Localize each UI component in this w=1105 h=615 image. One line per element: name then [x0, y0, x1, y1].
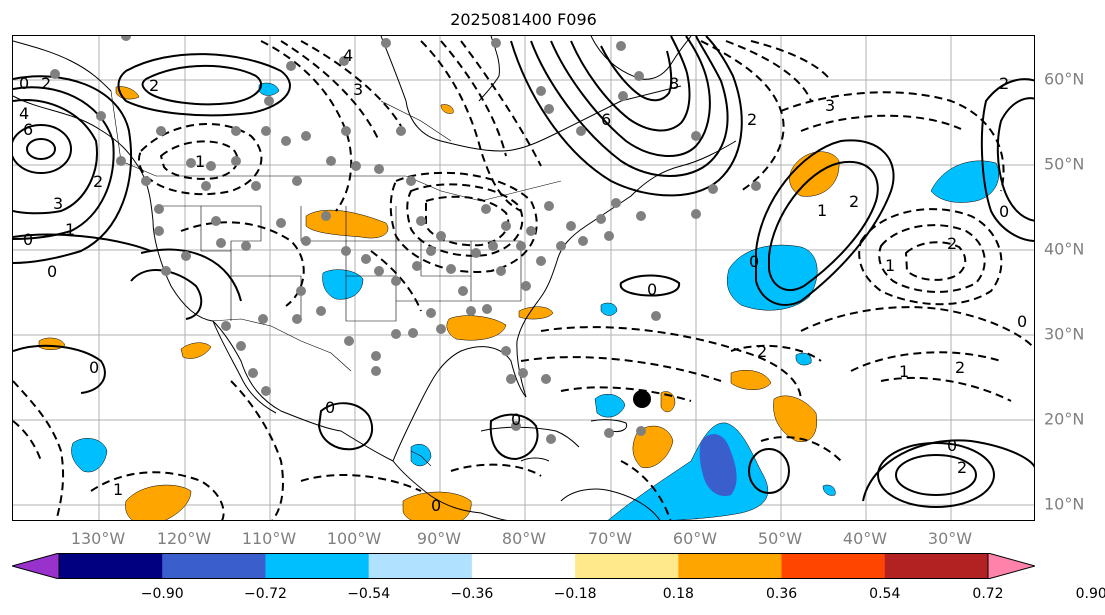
lon-label: 70°W	[587, 529, 633, 548]
lon-label: 90°W	[416, 529, 462, 548]
coastlines	[13, 36, 737, 520]
contour-label: 2	[149, 76, 159, 95]
contour-label: 0	[999, 202, 1009, 221]
contour-label: 6	[601, 110, 611, 129]
contour-label: 3	[53, 194, 63, 213]
contour-label: 0	[89, 358, 99, 377]
map-title: 2025081400 F096	[450, 10, 597, 29]
lat-label: 20°N	[1044, 409, 1085, 429]
contour-label: 2	[955, 358, 965, 377]
colorbar-tick-label: −0.18	[553, 586, 597, 602]
shaded-cyan-regions	[71, 82, 1000, 520]
solid-contours	[13, 36, 1034, 508]
lat-label: 40°N	[1044, 239, 1085, 259]
lon-label: 80°W	[501, 529, 547, 548]
contour-label: 2	[957, 458, 967, 477]
shaded-blue-regions	[699, 434, 737, 497]
lon-label: 130°W	[70, 529, 126, 548]
contour-label: 0	[647, 280, 657, 299]
lon-label: 120°W	[156, 529, 212, 548]
contour-label: 0	[47, 262, 57, 281]
lon-label: 30°W	[927, 529, 973, 548]
colorbar-segment	[988, 553, 1035, 579]
contour-label: 1	[885, 256, 895, 275]
graticule	[13, 36, 1034, 520]
colorbar-segment	[59, 553, 163, 579]
lon-label: 40°W	[842, 529, 888, 548]
colorbar	[12, 553, 1035, 579]
colorbar-tick-label: 0.54	[869, 586, 901, 602]
dashed-contours	[13, 40, 1034, 520]
contour-label: 1	[899, 362, 909, 381]
map-canvas: 0 2 4 6 3 1 0 2 1 2 0 4 3 6 8 2 3 2 0 1 …	[13, 36, 1034, 520]
contour-label: 1	[817, 201, 827, 220]
contour-label: 1	[113, 480, 123, 499]
contour-label: 1	[195, 152, 205, 171]
colorbar-segments	[12, 553, 1035, 579]
contour-label: 0	[947, 436, 957, 455]
lat-label: 30°N	[1044, 324, 1085, 344]
colorbar-segment	[471, 553, 576, 579]
colorbar-tick-label: −0.54	[347, 586, 391, 602]
contour-label: 2	[849, 192, 859, 211]
colorbar-segment	[781, 553, 886, 579]
contour-label: 3	[825, 96, 835, 115]
contour-label: 2	[747, 110, 757, 129]
map-panel: 0 2 4 6 3 1 0 2 1 2 0 4 3 6 8 2 3 2 0 1 …	[12, 35, 1035, 521]
contour-label: 3	[353, 80, 363, 99]
contour-label: 0	[325, 398, 335, 417]
lon-label: 100°W	[326, 529, 382, 548]
contour-label: 0	[19, 74, 29, 93]
contour-label: 0	[431, 496, 441, 515]
contour-label: 2	[757, 342, 767, 361]
colorbar-tick-label: −0.90	[140, 586, 184, 602]
lon-label: 60°W	[672, 529, 718, 548]
lon-label: 110°W	[241, 529, 297, 548]
contour-label: 1	[65, 220, 75, 239]
lat-label: 60°N	[1044, 69, 1085, 89]
colorbar-tick-label: −0.36	[450, 586, 494, 602]
contour-label: 0	[511, 410, 521, 429]
colorbar-segment	[12, 553, 59, 579]
colorbar-segment	[884, 553, 989, 579]
contour-label: 6	[23, 120, 33, 139]
lat-label: 50°N	[1044, 154, 1085, 174]
contour-label: 4	[19, 104, 29, 123]
contour-label: 2	[93, 172, 103, 191]
contour-label: 2	[41, 74, 51, 93]
storm-center-marker	[633, 390, 651, 408]
contour-label: 4	[343, 46, 353, 65]
colorbar-tick-label: 0.36	[765, 586, 798, 602]
colorbar-tick-label: 0.90	[1075, 586, 1105, 602]
colorbar-tick-label: 0.18	[662, 586, 694, 602]
contour-label: 0	[23, 230, 33, 249]
colorbar-segment	[678, 553, 783, 579]
colorbar-tick-label: −0.72	[243, 586, 287, 602]
colorbar-outline	[58, 553, 989, 579]
lon-label: 50°W	[757, 529, 803, 548]
contour-label: 0	[749, 252, 759, 271]
contour-label: 0	[1017, 312, 1027, 331]
station-dots	[50, 36, 761, 444]
contour-label: 2	[947, 234, 957, 253]
colorbar-segment	[368, 553, 473, 579]
colorbar-segment	[265, 553, 370, 579]
colorbar-segment	[575, 553, 679, 579]
colorbar-segment	[162, 553, 266, 579]
contour-label: 2	[999, 74, 1009, 93]
lat-label: 10°N	[1044, 494, 1085, 514]
contour-label: 8	[669, 74, 679, 93]
contour-labels: 0 2 4 6 3 1 0 2 1 2 0 4 3 6 8 2 3 2 0 1 …	[19, 46, 1027, 515]
colorbar-tick-label: 0.72	[972, 586, 1004, 602]
